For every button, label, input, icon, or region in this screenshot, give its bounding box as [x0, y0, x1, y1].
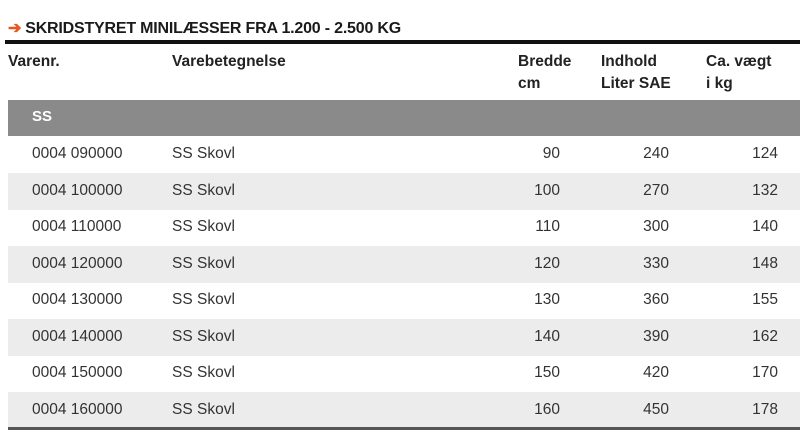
- cell-vaegt: 124: [752, 145, 778, 162]
- cell-varenr: 0004 160000: [32, 400, 123, 418]
- table-row: 0004 160000 SS Skovl 160 450 178: [8, 391, 800, 429]
- header-varebetegnelse: Varebetegnelse: [172, 53, 286, 70]
- table-row: 0004 100000 SS Skovl 100 270 132: [8, 172, 800, 210]
- header-vaegt-line1: Ca. vægt: [706, 53, 772, 70]
- cell-vaegt: 140: [752, 218, 778, 235]
- cell-varenr: 0004 090000: [32, 145, 123, 162]
- header-vaegt: Ca. vægt i kg: [706, 51, 771, 95]
- cell-vaegt: 162: [752, 327, 778, 345]
- cell-varenr: 0004 100000: [32, 181, 123, 199]
- cell-varenr: 0004 150000: [32, 364, 123, 381]
- cell-bredde: 160: [534, 400, 560, 418]
- cell-varenr: 0004 110000: [32, 218, 122, 235]
- cell-varebetegnelse: SS Skovl: [172, 364, 235, 381]
- cell-indhold: 420: [643, 364, 669, 381]
- table-row: 0004 090000 SS Skovl 90 240 124: [8, 136, 800, 173]
- cell-varebetegnelse: SS Skovl: [172, 400, 235, 418]
- table-row: 0004 120000 SS Skovl 120 330 148: [8, 245, 800, 283]
- cell-varenr: 0004 130000: [32, 291, 123, 308]
- cell-vaegt: 132: [752, 181, 778, 199]
- header-varenr: Varenr.: [8, 53, 60, 70]
- cell-indhold: 270: [643, 181, 669, 199]
- title-text: SKRIDSTYRET MINILÆSSER FRA 1.200 - 2.500…: [25, 20, 402, 37]
- cell-varebetegnelse: SS Skovl: [172, 327, 235, 345]
- cell-bredde: 90: [542, 145, 560, 162]
- table-row: 0004 130000 SS Skovl 130 360 155: [8, 282, 800, 319]
- header-vaegt-line2: i kg: [706, 75, 733, 92]
- header-indhold: Indhold Liter SAE: [601, 51, 671, 95]
- cell-vaegt: 178: [752, 400, 778, 418]
- table-row: 0004 150000 SS Skovl 150 420 170: [8, 355, 800, 392]
- table-row: 0004 140000 SS Skovl 140 390 162: [8, 318, 800, 356]
- header-bredde-line1: Bredde: [518, 53, 572, 70]
- header-indhold-line1: Indhold: [601, 53, 657, 70]
- table-row: 0004 110000 SS Skovl 110 300 140: [8, 209, 800, 246]
- arrow-right-icon: ➔: [8, 20, 22, 37]
- cell-indhold: 330: [643, 254, 669, 272]
- cell-varebetegnelse: SS Skovl: [172, 181, 235, 199]
- cell-bredde: 120: [534, 254, 560, 272]
- cell-varebetegnelse: SS Skovl: [172, 218, 235, 235]
- header-bredde-line2: cm: [518, 75, 541, 92]
- cell-indhold: 240: [643, 145, 669, 162]
- cell-varenr: 0004 140000: [32, 327, 123, 345]
- cell-bredde: 140: [534, 327, 560, 345]
- cell-vaegt: 170: [752, 364, 778, 381]
- cell-bredde: 100: [534, 181, 560, 199]
- cell-indhold: 390: [643, 327, 669, 345]
- cell-bredde: 150: [534, 364, 560, 381]
- header-bredde: Bredde cm: [518, 51, 571, 95]
- cell-varebetegnelse: SS Skovl: [172, 291, 235, 308]
- cell-bredde: 110: [535, 218, 560, 235]
- title-rule: [5, 40, 800, 44]
- header-indhold-line2: Liter SAE: [601, 75, 671, 92]
- table-title: ➔ SKRIDSTYRET MINILÆSSER FRA 1.200 - 2.50…: [8, 18, 401, 38]
- cell-indhold: 450: [643, 400, 669, 418]
- cell-indhold: 360: [643, 291, 669, 308]
- cell-varebetegnelse: SS Skovl: [172, 254, 235, 272]
- cell-varebetegnelse: SS Skovl: [172, 145, 235, 162]
- bottom-rule: [8, 427, 800, 430]
- cell-vaegt: 155: [752, 291, 778, 308]
- group-band: SS: [8, 100, 800, 136]
- cell-varenr: 0004 120000: [32, 254, 123, 272]
- cell-bredde: 130: [534, 291, 560, 308]
- cell-indhold: 300: [643, 218, 669, 235]
- cell-vaegt: 148: [752, 254, 778, 272]
- group-label: SS: [32, 108, 53, 125]
